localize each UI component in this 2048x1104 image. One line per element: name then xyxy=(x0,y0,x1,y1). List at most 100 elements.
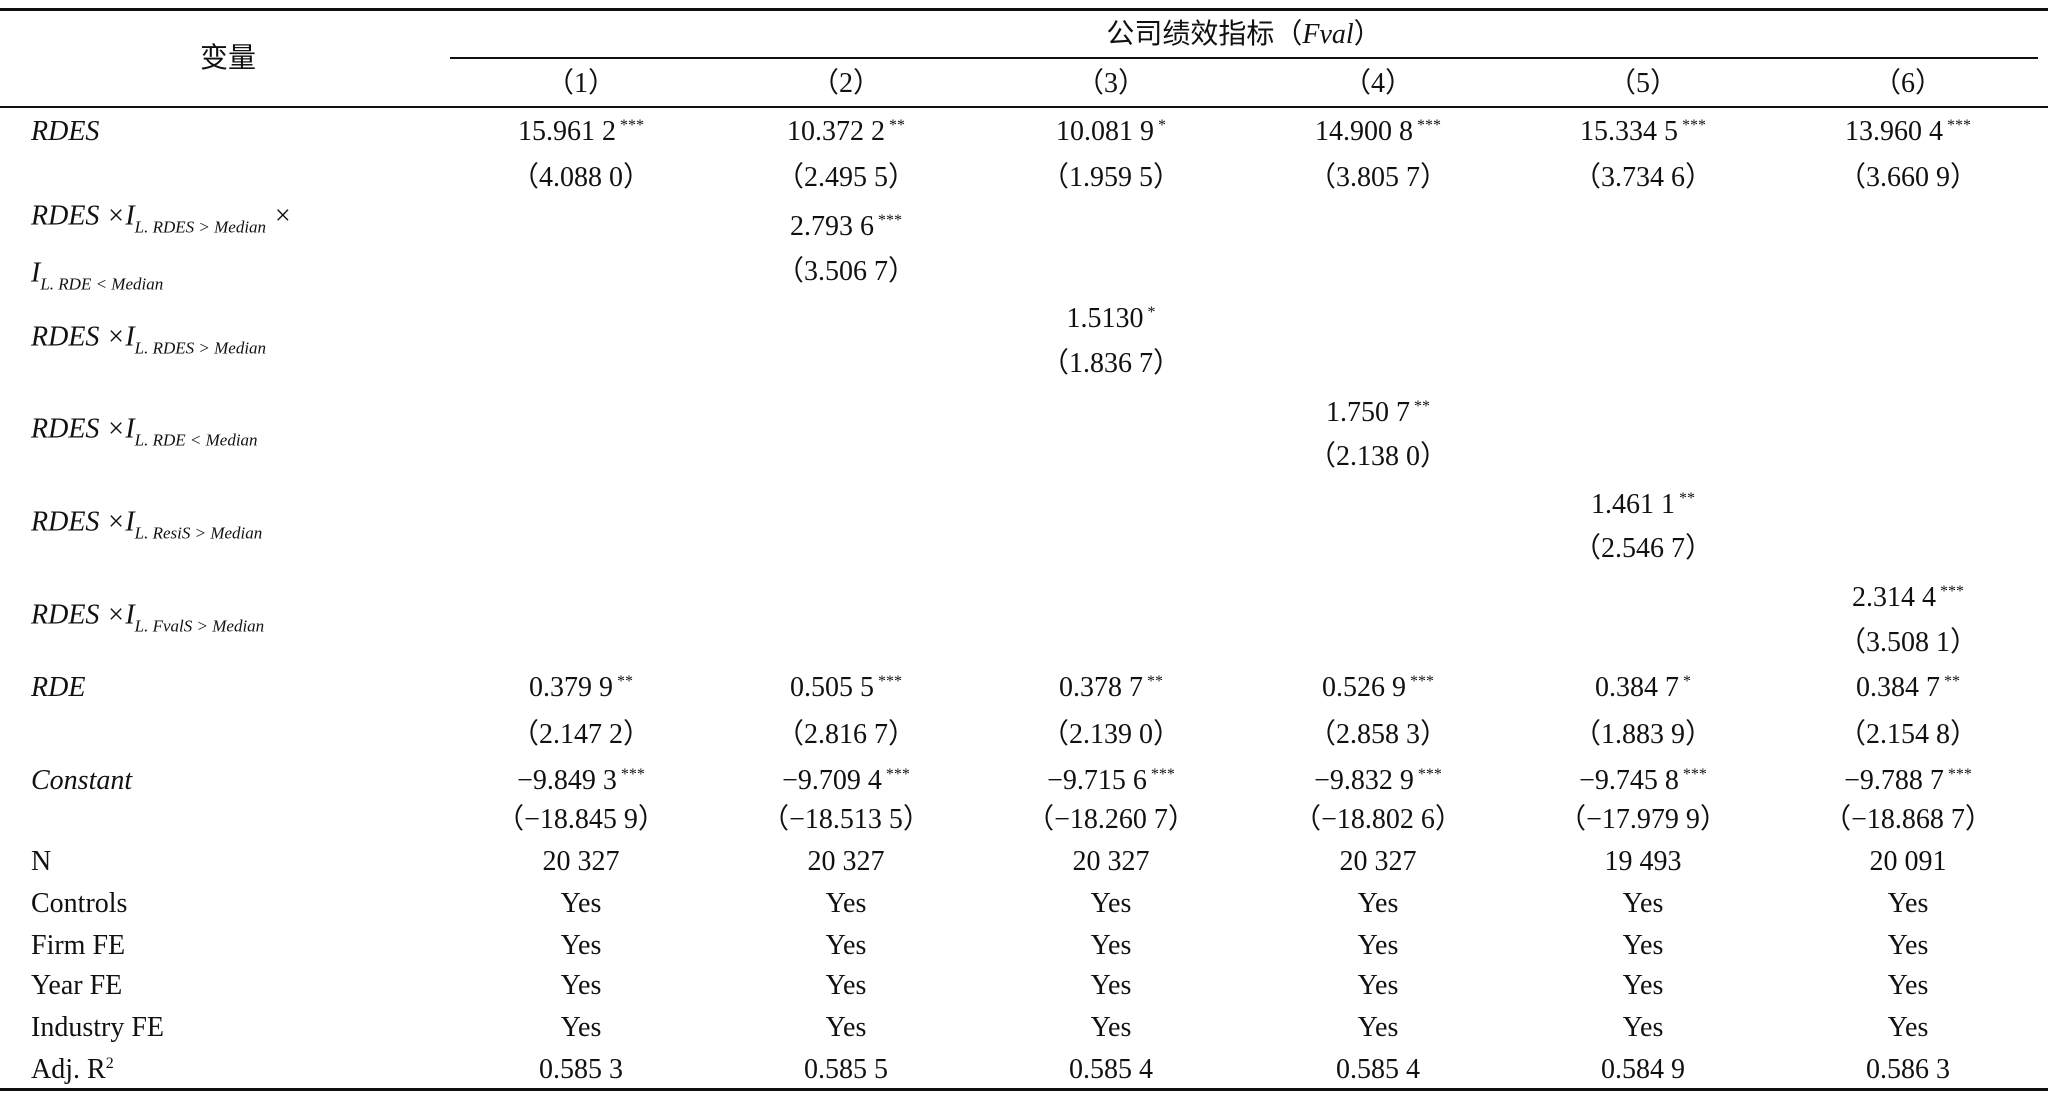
label-subscript: L. RDES > Median xyxy=(135,339,266,358)
statistic-value: 19 493 xyxy=(1604,846,1682,877)
significance-stars: *** xyxy=(1150,766,1175,783)
coefficient: 14.900 8 *** xyxy=(1315,118,1441,146)
subscript-text: L. RDES > Median xyxy=(134,217,267,237)
t-statistic: （3.734 6） xyxy=(1572,162,1714,193)
label-text: RDES ×I xyxy=(31,599,135,631)
statistic-value: 20 327 xyxy=(1339,846,1417,877)
statistic-value: Yes xyxy=(1357,970,1399,1001)
significance-stars: * xyxy=(1147,304,1156,321)
label-subscript: L. FvalS > Median xyxy=(135,617,265,636)
header-rule xyxy=(0,106,2048,108)
label-text: Firm FE xyxy=(31,930,126,961)
t-statistic: （2.139 0） xyxy=(1040,719,1182,750)
statistic-value: 20 327 xyxy=(1072,846,1150,877)
coefficient-value: −9.849 3 xyxy=(517,765,617,796)
label-text: RDES ×I xyxy=(31,413,135,445)
label-text: RDES xyxy=(31,116,100,147)
coefficient-value: 1.750 7 xyxy=(1326,397,1410,428)
coefficient-value: 2.314 4 xyxy=(1852,582,1936,613)
label-subscript: L. RDES > Median xyxy=(135,218,266,237)
t-statistic: （3.805 7） xyxy=(1307,162,1449,193)
statistic-value: Yes xyxy=(560,970,602,1001)
label-text: × xyxy=(266,200,292,232)
coefficient-value: 0.384 7 xyxy=(1856,672,1940,703)
coefficient: −9.849 3 *** xyxy=(517,767,645,795)
significance-stars: *** xyxy=(1682,766,1707,783)
statistic-value: Yes xyxy=(560,1012,602,1043)
coefficient-value: −9.709 4 xyxy=(782,765,882,796)
label-text: Controls xyxy=(31,888,128,919)
label-text: RDES ×I xyxy=(31,200,135,232)
statistic-value: 20 327 xyxy=(807,846,885,877)
column-header: （5） xyxy=(1607,68,1679,99)
subscript-text: L. RDE < Median xyxy=(134,430,258,450)
significance-stars: ** xyxy=(617,673,633,690)
coefficient-value: 14.900 8 xyxy=(1315,116,1413,147)
coefficient-value: 0.505 5 xyxy=(790,672,874,703)
t-statistic: （3.660 9） xyxy=(1837,162,1979,193)
statistic-value: Yes xyxy=(1622,970,1664,1001)
subscript-text: L. ResiS > Median xyxy=(134,523,263,543)
label-text: I xyxy=(31,257,41,289)
row-label: N xyxy=(31,848,51,876)
significance-stars: *** xyxy=(885,766,910,783)
subscript-text: L. RDE < Median xyxy=(40,274,164,294)
coefficient: 1.750 7 ** xyxy=(1326,399,1430,427)
subscript-text: L. RDES > Median xyxy=(134,338,267,358)
significance-stars: ** xyxy=(1414,398,1430,415)
statistic-value: Yes xyxy=(1887,1012,1929,1043)
statistic-value: Yes xyxy=(1887,888,1929,919)
statistic-value: 0.585 4 xyxy=(1069,1054,1153,1085)
statistic-value: Yes xyxy=(1090,1012,1132,1043)
column-header: （1） xyxy=(545,68,617,99)
coefficient: −9.715 6 *** xyxy=(1047,767,1175,795)
row-label: RDE xyxy=(31,674,85,702)
superscript-text: 2 xyxy=(105,1055,114,1072)
statistic-value: Yes xyxy=(825,930,867,961)
subscript-text: L. FvalS > Median xyxy=(134,616,265,636)
statistic-value: 0.585 4 xyxy=(1336,1054,1420,1085)
significance-stars: *** xyxy=(1940,583,1964,600)
label-text: Constant xyxy=(31,765,133,796)
statistic-value: 0.586 3 xyxy=(1866,1054,1950,1085)
column-header: （4） xyxy=(1342,68,1414,99)
statistic-value: Yes xyxy=(1090,888,1132,919)
significance-stars: ** xyxy=(1147,673,1163,690)
significance-stars: ** xyxy=(1944,673,1960,690)
significance-stars: *** xyxy=(1417,766,1442,783)
coefficient: 10.081 9 * xyxy=(1056,118,1166,146)
statistic-value: 0.584 9 xyxy=(1601,1054,1685,1085)
t-statistic: （1.959 5） xyxy=(1040,162,1182,193)
t-statistic: （2.546 7） xyxy=(1572,533,1714,564)
significance-stars: *** xyxy=(1682,117,1706,134)
statistic-value: 0.585 5 xyxy=(804,1054,888,1085)
statistic-value: Yes xyxy=(825,1012,867,1043)
coefficient: 2.793 6 *** xyxy=(790,213,902,241)
top-rule xyxy=(0,8,2048,11)
coefficient: 2.314 4 *** xyxy=(1852,584,1964,612)
statistic-value: Yes xyxy=(1090,970,1132,1001)
column-header: （2） xyxy=(810,68,882,99)
coefficient: −9.788 7 *** xyxy=(1844,767,1972,795)
label-text: RDES ×I xyxy=(31,506,135,538)
coefficient-value: −9.745 8 xyxy=(1579,765,1679,796)
row-label: Year FE xyxy=(31,972,122,1000)
t-statistic: （2.495 5） xyxy=(775,162,917,193)
coefficient-value: 0.378 7 xyxy=(1059,672,1143,703)
significance-stars: *** xyxy=(1947,117,1971,134)
coefficient: 0.378 7 ** xyxy=(1059,674,1163,702)
label-text: Industry FE xyxy=(31,1012,164,1043)
row-label: RDES ×IL. RDE < Median xyxy=(31,413,258,450)
row-label: Industry FE xyxy=(31,1014,164,1042)
bottom-rule xyxy=(0,1088,2048,1091)
coefficient-value: 13.960 4 xyxy=(1845,116,1943,147)
statistic-value: Yes xyxy=(1090,930,1132,961)
t-statistic: （−18.868 7） xyxy=(1823,804,1993,835)
t-statistic: （2.147 2） xyxy=(510,719,652,750)
coefficient: 10.372 2 ** xyxy=(787,118,905,146)
significance-stars: * xyxy=(1683,673,1691,690)
coefficient: 0.384 7 * xyxy=(1595,674,1691,702)
t-statistic: （−17.979 9） xyxy=(1558,804,1728,835)
label-text: N xyxy=(31,846,52,877)
